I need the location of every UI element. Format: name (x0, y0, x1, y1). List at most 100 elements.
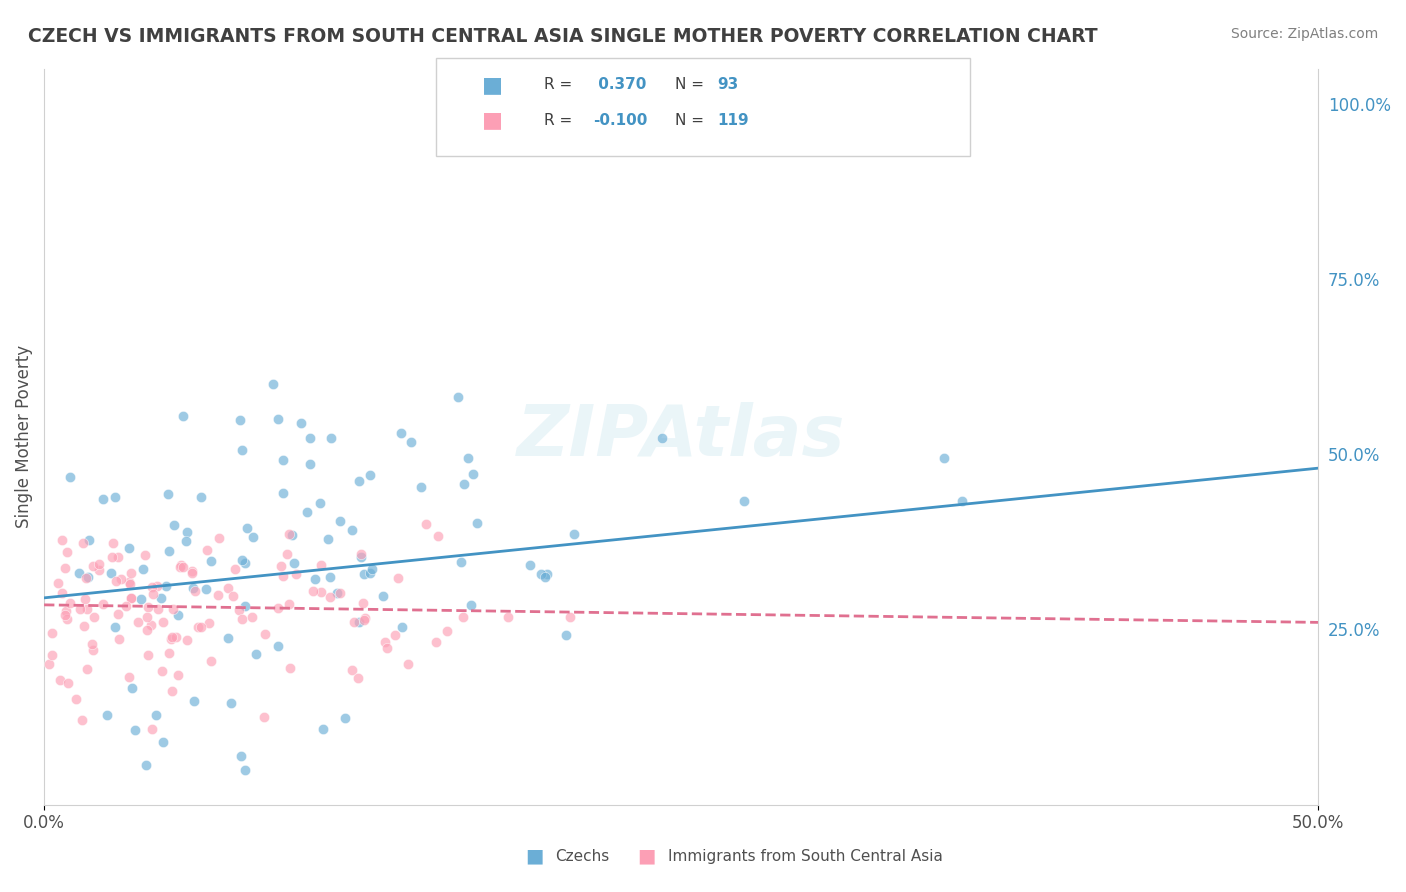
Point (415, 517, 437, 532)
Point (217, 631, 239, 645)
Point (224, 562, 246, 576)
Point (319, 431, 342, 445)
Point (391, 620, 413, 634)
Point (530, 567, 553, 582)
Point (157, 647, 180, 661)
Point (155, 579, 177, 593)
Point (80, 637, 103, 651)
Point (107, 607, 129, 622)
Point (190, 490, 212, 504)
Text: ■: ■ (482, 111, 502, 130)
Point (134, 548, 156, 562)
Point (89, 557, 111, 571)
Point (163, 518, 186, 533)
Point (167, 607, 190, 622)
Point (83, 610, 105, 624)
Point (208, 531, 231, 545)
Point (129, 592, 152, 607)
Point (353, 611, 375, 625)
Point (41, 648, 63, 663)
Point (59, 596, 82, 610)
Point (53, 560, 76, 574)
Point (174, 534, 197, 549)
Point (100, 566, 122, 580)
Point (253, 627, 276, 641)
Text: Immigrants from South Central Asia: Immigrants from South Central Asia (668, 849, 943, 863)
Point (148, 601, 170, 615)
Point (76, 662, 98, 676)
Point (198, 616, 221, 631)
Point (176, 633, 198, 648)
Point (389, 426, 412, 441)
Point (120, 566, 142, 581)
Point (347, 671, 370, 685)
Point (309, 496, 332, 510)
Point (932, 451, 955, 466)
Text: ZIPAtlas: ZIPAtlas (517, 402, 845, 471)
Point (72, 535, 94, 549)
Point (65, 691, 87, 706)
Point (533, 570, 555, 584)
Point (295, 505, 318, 519)
Point (353, 613, 375, 627)
Point (460, 598, 482, 612)
Point (453, 476, 475, 491)
Point (87, 563, 110, 577)
Point (555, 627, 578, 641)
Text: N =: N = (675, 78, 709, 92)
Point (242, 610, 264, 624)
Point (172, 560, 194, 574)
Point (319, 570, 342, 584)
Point (384, 628, 406, 642)
Point (101, 550, 124, 565)
Point (267, 639, 290, 653)
Point (56, 612, 79, 626)
Point (91, 597, 114, 611)
Point (96, 707, 118, 722)
Point (118, 671, 141, 685)
Point (181, 566, 204, 581)
Point (283, 556, 305, 570)
Point (136, 610, 159, 624)
Point (342, 663, 364, 677)
Point (562, 526, 585, 541)
Point (136, 599, 159, 614)
Point (350, 547, 373, 561)
Point (316, 533, 339, 547)
Point (329, 514, 352, 528)
Point (194, 582, 217, 597)
Point (451, 115, 474, 129)
Point (519, 558, 541, 572)
Point (136, 648, 159, 663)
Point (273, 568, 295, 582)
Point (340, 524, 363, 538)
Point (221, 696, 243, 710)
Point (184, 583, 207, 598)
Point (290, 416, 312, 430)
Point (271, 453, 294, 467)
Point (217, 581, 239, 595)
Point (160, 632, 183, 646)
Point (733, 494, 755, 508)
Point (436, 624, 458, 638)
Point (183, 694, 205, 708)
Point (91, 491, 114, 506)
Point (104, 620, 127, 634)
Point (396, 657, 419, 672)
Point (49, 673, 72, 688)
Point (271, 485, 294, 500)
Point (353, 566, 375, 581)
Text: 119: 119 (717, 113, 748, 128)
Point (311, 558, 333, 572)
Point (73, 619, 96, 633)
Point (104, 490, 127, 504)
Text: R =: R = (544, 78, 578, 92)
Point (425, 634, 447, 648)
Point (56, 676, 79, 690)
Point (110, 572, 132, 586)
Point (141, 722, 163, 736)
Point (200, 654, 222, 668)
Point (352, 596, 374, 610)
Point (124, 723, 146, 737)
Point (451, 79, 474, 94)
